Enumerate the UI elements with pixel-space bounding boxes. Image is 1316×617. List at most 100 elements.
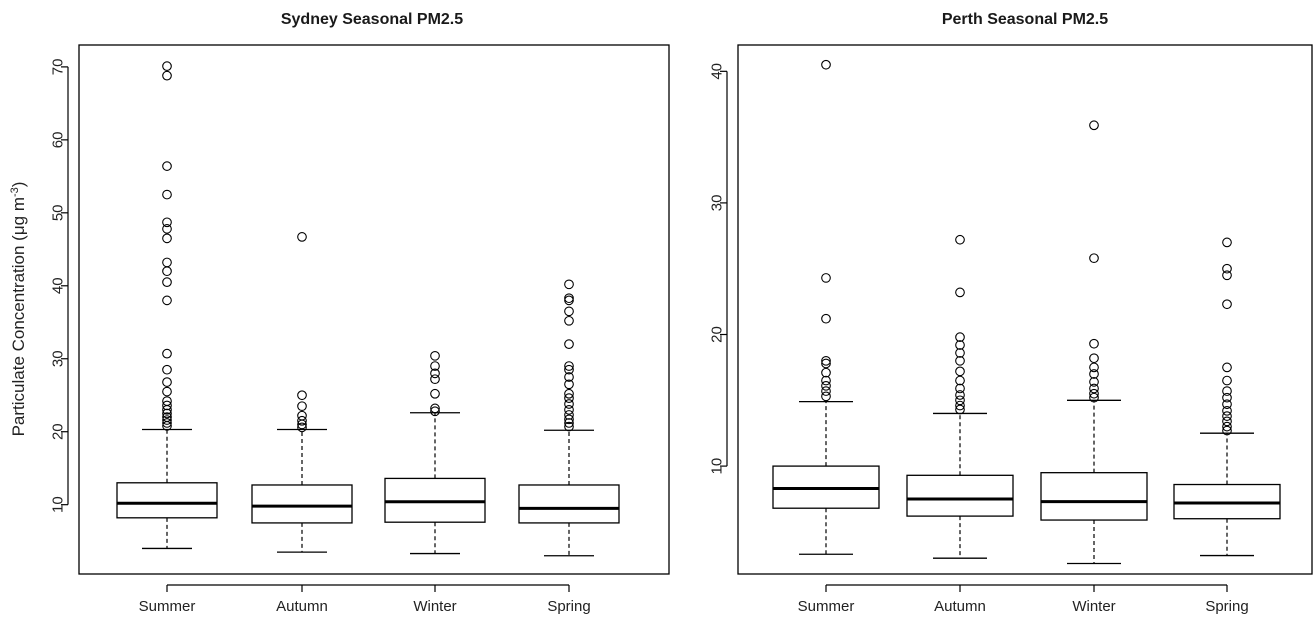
outlier-point — [162, 224, 172, 234]
outlier-point — [430, 368, 440, 379]
outlier-point — [430, 350, 440, 361]
outlier-point — [162, 189, 172, 200]
sydney-box-winter — [384, 350, 486, 555]
outlier-point — [821, 59, 831, 70]
iqr-box — [251, 484, 353, 524]
perth-box-spring — [1173, 237, 1281, 557]
iqr-box — [906, 474, 1014, 517]
sydney-x-tick-label-spring: Spring — [547, 598, 590, 615]
perth-box-winter — [1040, 120, 1148, 565]
outlier-point — [1222, 299, 1232, 310]
outlier-point — [162, 408, 172, 419]
outlier-point — [297, 415, 307, 426]
outlier-point — [1222, 237, 1232, 248]
outlier-point — [162, 415, 172, 425]
sydney-y-tick-label: 70 — [50, 59, 67, 76]
sydney-y-tick-label: 10 — [50, 496, 67, 513]
outlier-point — [564, 418, 574, 428]
outlier-point — [1222, 362, 1232, 373]
outlier-point — [162, 386, 172, 397]
sydney-y-tick-label: 20 — [50, 423, 67, 440]
sydney-y-tick-label: 60 — [50, 132, 67, 149]
outlier-point — [955, 234, 965, 245]
sydney-boxes — [116, 61, 620, 557]
outlier-point — [1089, 338, 1099, 349]
outlier-point — [955, 287, 965, 298]
perth-boxes — [772, 59, 1281, 565]
outlier-point — [564, 339, 574, 350]
outlier-point — [1089, 388, 1099, 399]
outlier-point — [430, 406, 440, 417]
sydney-y-tick-label: 50 — [50, 204, 67, 221]
outlier-point — [955, 400, 965, 411]
outlier-point — [162, 217, 172, 228]
perth-x-tick-label-spring: Spring — [1205, 598, 1248, 615]
sydney-y-tick-label: 40 — [50, 277, 67, 294]
outlier-point — [955, 332, 965, 342]
sydney-x-tick-label-autumn: Autumn — [276, 598, 328, 615]
y-axis-label-superscript: -3 — [9, 187, 21, 197]
outlier-point — [162, 418, 172, 428]
outlier-point — [955, 404, 965, 415]
y-axis-label-close: ) — [9, 182, 28, 188]
outlier-point — [564, 293, 574, 304]
outlier-point — [955, 383, 965, 394]
outlier-point — [162, 400, 172, 411]
outlier-point — [564, 361, 574, 371]
outlier-point — [821, 375, 831, 386]
outlier-point — [1089, 392, 1099, 403]
outlier-point — [564, 295, 574, 306]
outlier-point — [564, 379, 574, 390]
outlier-point — [162, 70, 172, 81]
perth-x-tick-label-summer: Summer — [798, 598, 855, 615]
outlier-point — [1089, 120, 1099, 131]
perth-y-tick-label: 30 — [709, 195, 726, 212]
outlier-point — [821, 273, 831, 283]
outlier-point — [955, 366, 965, 377]
outlier-point — [564, 410, 574, 420]
outlier-point — [955, 395, 965, 406]
outlier-point — [1222, 399, 1232, 410]
outlier-point — [1222, 386, 1232, 396]
outlier-point — [564, 414, 574, 425]
outlier-point — [564, 279, 574, 290]
sydney-box-spring — [518, 279, 620, 557]
outlier-point — [564, 364, 574, 375]
outlier-point — [1089, 377, 1099, 387]
perth-title: Perth Seasonal PM2.5 — [942, 11, 1108, 28]
outlier-point — [162, 295, 172, 306]
perth-y-tick-label: 40 — [709, 63, 726, 80]
iqr-box — [518, 484, 620, 524]
outlier-point — [821, 313, 831, 324]
perth-box-autumn — [906, 234, 1014, 559]
outlier-point — [430, 403, 440, 414]
sydney-y-axis: 10 20 30 40 50 60 70 — [50, 59, 69, 513]
perth-x-tick-label-autumn: Autumn — [934, 598, 986, 615]
iqr-box — [1040, 472, 1148, 521]
sydney-plot-frame — [78, 44, 670, 575]
outlier-point — [1222, 375, 1232, 386]
outlier-point — [1222, 411, 1232, 421]
sydney-y-tick-label: 30 — [50, 350, 67, 367]
outlier-point — [1222, 392, 1232, 403]
outlier-point — [162, 161, 172, 171]
outlier-point — [821, 391, 831, 402]
outlier-point — [162, 377, 172, 387]
outlier-point — [955, 375, 965, 386]
outlier-point — [564, 421, 574, 432]
outlier-point — [430, 361, 440, 371]
outlier-point — [1222, 263, 1232, 274]
outlier-point — [430, 374, 440, 385]
outlier-point — [821, 367, 831, 378]
outlier-point — [297, 422, 307, 433]
sydney-x-tick-label-winter: Winter — [413, 598, 456, 615]
outlier-point — [1222, 425, 1232, 436]
outlier-point — [1089, 369, 1099, 379]
outlier-point — [162, 412, 172, 422]
sydney-box-autumn — [251, 232, 353, 553]
outlier-point — [564, 306, 574, 317]
outlier-point — [162, 396, 172, 406]
outlier-point — [297, 401, 307, 412]
perth-x-axis: Summer Autumn Winter Spring — [798, 584, 1249, 615]
